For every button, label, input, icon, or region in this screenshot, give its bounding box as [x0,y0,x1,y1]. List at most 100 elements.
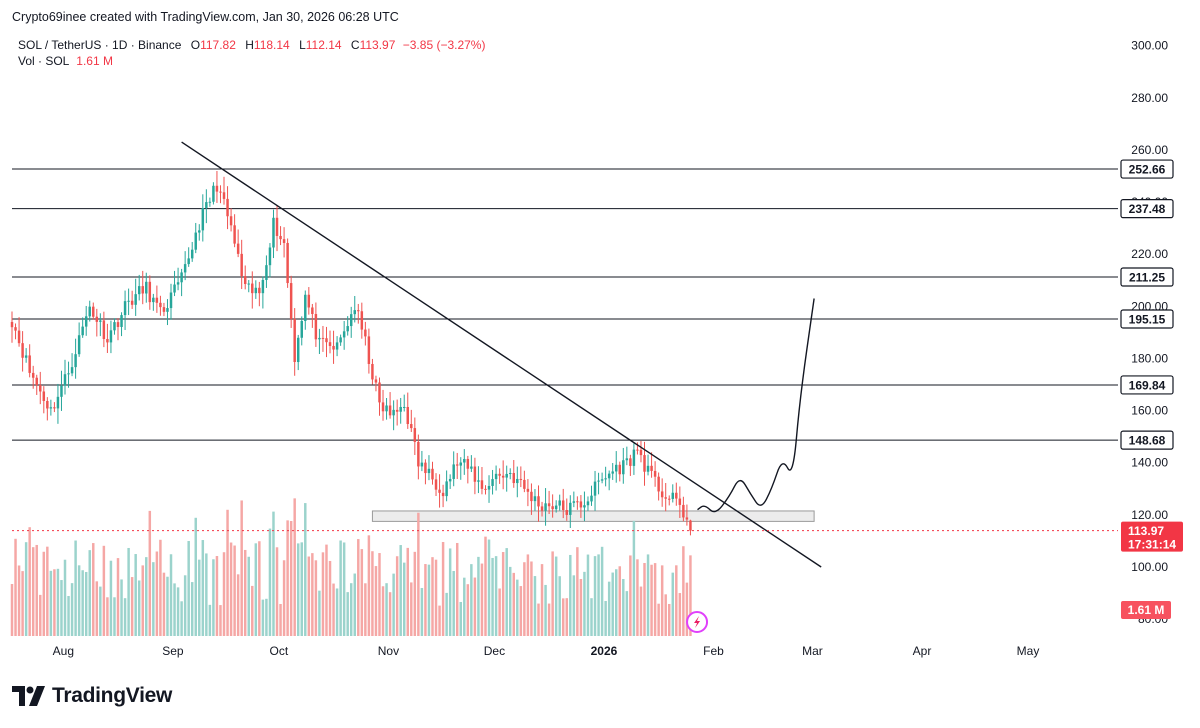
candle-body [296,337,300,363]
volume-bar [424,564,427,636]
volume-bar [46,546,49,636]
candle-body [554,505,558,510]
countdown-label: 17:31:14 [1128,538,1176,552]
current-price-label: 113.97 [1128,524,1164,538]
candle-body [279,235,282,240]
candle-body [95,316,99,322]
candle-body [505,473,508,478]
volume-bar [572,575,576,636]
candle-body [561,500,565,511]
volume-bar [491,557,494,636]
volume-bar [650,564,653,636]
y-axis-tick: 180.00 [1131,351,1168,365]
candle-body [572,501,576,503]
level-price-tag [1120,375,1174,395]
volume-bar [657,603,660,636]
level-price-label: 237.48 [1129,202,1166,216]
volume-bar [28,527,31,636]
volume-bar [445,592,448,636]
candle-body [441,492,445,497]
volume-bar [14,538,17,636]
candle-body [491,479,494,486]
candle-body [420,462,424,467]
volume-bar [226,509,229,636]
close-value: 113.97 [359,38,396,52]
x-axis-tick: Aug [53,644,74,658]
candle-body [42,391,46,401]
candle-body [113,322,116,331]
volume-bar [67,596,70,636]
level-price-tag [1120,430,1174,450]
volume-bar [247,556,250,636]
volume-bar [240,500,243,636]
candle-body [60,385,63,397]
candle-body [671,492,675,499]
candle-body [332,345,335,350]
downtrend-line [181,141,822,568]
volume-bar [487,539,491,636]
projection-path [697,298,815,513]
volume-label[interactable]: Vol · SOL [18,54,69,68]
volume-bar [678,593,682,636]
candle-body [318,337,321,340]
volume-bar [77,565,81,636]
volume-bar [643,562,646,636]
volume-bar [201,540,205,636]
candle-body [466,458,470,469]
candle-body [307,294,311,308]
candle-body [360,311,364,330]
candle-body [162,307,166,312]
volume-bar [540,564,544,636]
candle-body [470,466,473,469]
volume-bar [438,605,441,636]
level-price-label: 195.15 [1129,312,1166,326]
x-axis-tick: Dec [484,644,505,658]
volume-bar [463,577,466,636]
candle-body [508,473,512,475]
level-price-label: 252.66 [1129,163,1166,177]
candle-body [49,407,53,409]
volume-bar [653,563,657,636]
candle-body [519,478,523,480]
candle-body [413,428,417,442]
candle-body [106,338,109,343]
volume-bar [583,571,586,636]
x-axis-tick: Nov [378,644,399,658]
candle-body [208,201,212,203]
tradingview-logo[interactable]: TradingView [12,684,172,708]
volume-bar [554,556,558,636]
symbol-name[interactable]: SOL / TetherUS · 1D · Binance [18,38,182,52]
candle-body [152,297,155,303]
candle-body [236,243,240,254]
volume-tag [1121,601,1171,619]
volume-bar [300,542,303,636]
candle-body [81,326,84,336]
candle-body [399,406,402,412]
volume-bar [282,560,286,636]
level-price-tag [1120,309,1174,329]
volume-bar [236,574,240,636]
candle-body [169,292,173,309]
candle-body [21,343,24,358]
volume-bar [484,536,487,636]
candle-body [583,505,586,508]
candle-body [632,449,636,466]
volume-bar [180,601,183,636]
candle-body [35,377,38,386]
candle-body [569,502,572,515]
volume-bar [116,558,120,636]
volume-bar [392,573,395,636]
volume-bar [682,546,685,636]
volume-bar [127,547,130,636]
candle-body [381,402,385,412]
volume-bar [102,545,106,636]
volume-bar [576,547,579,636]
volume-bar [187,541,190,636]
open-label: O [190,38,201,52]
candle-body [473,466,477,482]
volume-bar [371,551,374,636]
volume-bar [364,583,367,636]
candle-body [194,232,197,250]
candle-body [565,510,569,515]
